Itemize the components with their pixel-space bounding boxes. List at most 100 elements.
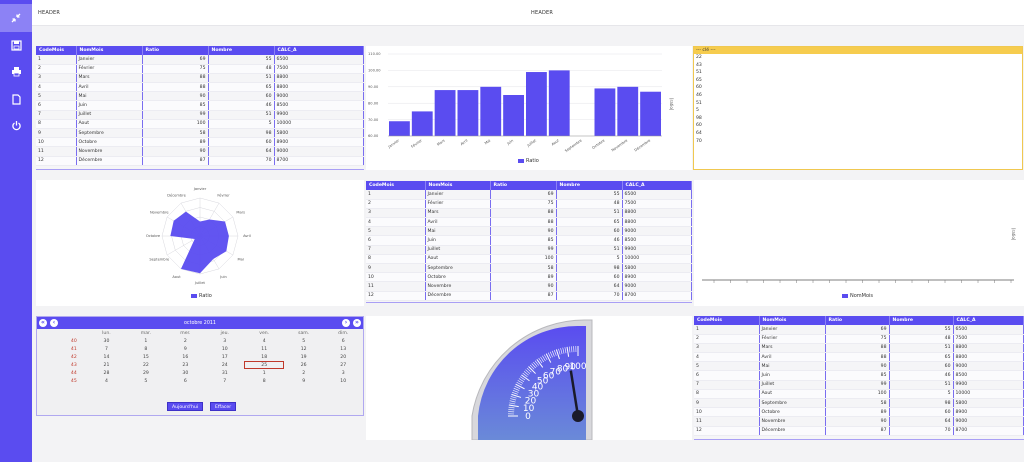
prev-year-button[interactable]: «	[39, 319, 47, 327]
calendar-day[interactable]: 7	[223, 378, 227, 384]
calendar-day[interactable]: 27	[340, 362, 347, 368]
clear-button[interactable]: Effacer	[210, 402, 237, 411]
table-row[interactable]: 3 Mars 88 51 8800	[694, 343, 1024, 354]
bar-chart-legend[interactable]: Ratio	[518, 158, 539, 164]
table-row[interactable]: 2 Février 75 48 7500	[366, 199, 692, 209]
column-header[interactable]: CodeMois	[694, 316, 760, 325]
column-header[interactable]: CALC_A	[953, 316, 1024, 325]
column-header[interactable]: Nombre	[208, 46, 275, 55]
table-row[interactable]: 8 Aout 100 5 10000	[36, 119, 364, 130]
calendar-day[interactable]: 8	[144, 346, 148, 352]
calendar-day[interactable]: 7	[104, 346, 108, 352]
table-row[interactable]: 6 Juin 85 46 8500	[694, 370, 1024, 381]
table-row[interactable]: 11 Novembre 90 64 9000	[694, 416, 1024, 427]
calendar-day[interactable]: 4	[104, 378, 108, 384]
calendar-day[interactable]: 2	[302, 370, 306, 376]
radar-chart-legend[interactable]: Ratio	[191, 293, 212, 299]
bar[interactable]	[480, 86, 502, 136]
list-header[interactable]: --- clé ---	[694, 47, 1022, 54]
calendar-day[interactable]: 13	[340, 346, 347, 352]
calendar-day[interactable]: 11	[261, 346, 268, 352]
table-row[interactable]: 2 Février 75 48 7500	[36, 64, 364, 74]
list-item[interactable]: 98	[696, 115, 702, 121]
calendar-day[interactable]: 30	[103, 338, 110, 344]
column-header[interactable]: CodeMois	[366, 181, 426, 190]
calendar-day[interactable]: 20	[340, 354, 347, 360]
calendar-day[interactable]: 24	[221, 362, 228, 368]
table-row[interactable]: 4 Avril 88 65 8800	[36, 82, 364, 93]
calendar-day[interactable]: 14	[103, 354, 110, 360]
bar[interactable]	[548, 70, 570, 136]
table-row[interactable]: 8 Aout 100 5 10000	[366, 254, 692, 265]
table-row[interactable]: 3 Mars 88 51 8800	[366, 208, 692, 219]
list-item[interactable]: 51	[696, 70, 702, 76]
calendar-day[interactable]: 17	[221, 354, 228, 360]
calendar-day[interactable]: 5	[144, 378, 148, 384]
bar[interactable]	[526, 72, 547, 136]
table-row[interactable]: 12 Décembre 87 70 8700	[36, 156, 364, 166]
calendar-day[interactable]: 10	[221, 346, 228, 352]
list-item[interactable]: 60	[696, 123, 702, 129]
table-row[interactable]: 1 Janvier 69 55 6500	[694, 325, 1024, 335]
calendar-day[interactable]: 6	[183, 378, 187, 384]
calendar-day[interactable]: 6	[341, 338, 345, 344]
list-item[interactable]: 22	[696, 55, 702, 60]
table-row[interactable]: 4 Avril 88 65 8800	[694, 352, 1024, 363]
bar[interactable]	[640, 91, 661, 136]
table-row[interactable]: 10 Octobre 89 60 8900	[366, 272, 692, 283]
calendar-day[interactable]: 30	[182, 370, 189, 376]
today-button[interactable]: Aujourd'hui	[167, 402, 204, 411]
calendar-day[interactable]: 1	[144, 338, 148, 344]
table-row[interactable]: 5 Mai 90 60 9000	[36, 91, 364, 102]
table-row[interactable]: 7 Juillet 99 51 9900	[694, 380, 1024, 390]
list-item[interactable]: 43	[696, 62, 702, 68]
calendar-day[interactable]: 3	[223, 338, 227, 344]
bar[interactable]	[411, 111, 433, 136]
table-row[interactable]: 12 Décembre 87 70 8700	[694, 426, 1024, 436]
table-row[interactable]: 12 Décembre 87 70 8700	[366, 291, 692, 301]
list-item[interactable]: 60	[696, 85, 702, 91]
column-header[interactable]: Nombre	[556, 181, 623, 190]
column-header[interactable]: Ratio	[825, 316, 890, 325]
list-item[interactable]: 5	[696, 108, 699, 114]
calendar-day[interactable]: 9	[183, 346, 187, 352]
table-row[interactable]: 7 Juillet 99 51 9900	[36, 110, 364, 120]
calendar-day[interactable]: 16	[182, 354, 189, 360]
table-row[interactable]: 6 Juin 85 46 8500	[366, 235, 692, 246]
table-row[interactable]: 11 Novembre 90 64 9000	[366, 281, 692, 292]
bar[interactable]	[434, 90, 456, 136]
calendar-day[interactable]: 22	[142, 362, 149, 368]
bar[interactable]	[617, 86, 639, 136]
bar[interactable]	[457, 90, 479, 136]
calendar-day[interactable]: 28	[103, 370, 110, 376]
shrink-button[interactable]	[0, 4, 32, 32]
next-month-button[interactable]: ›	[342, 319, 350, 327]
table-row[interactable]: 3 Mars 88 51 8800	[36, 73, 364, 84]
list-item[interactable]: 51	[696, 100, 702, 106]
table-row[interactable]: 9 Septembre 58 98 5800	[694, 398, 1024, 409]
document-button[interactable]	[0, 86, 32, 112]
calendar-title[interactable]: octobre 2011	[184, 320, 216, 326]
column-header[interactable]: NomMois	[425, 181, 491, 190]
save-button[interactable]	[0, 32, 32, 58]
bar[interactable]	[389, 121, 410, 136]
column-header[interactable]: Ratio	[142, 46, 209, 55]
radar-area[interactable]	[170, 211, 229, 274]
calendar-day[interactable]: 19	[300, 354, 307, 360]
calendar-day[interactable]: 25	[244, 361, 284, 369]
prev-month-button[interactable]: ‹	[50, 319, 58, 327]
table-row[interactable]: 8 Aout 100 5 10000	[694, 389, 1024, 400]
table-row[interactable]: 7 Juillet 99 51 9900	[366, 245, 692, 255]
column-header[interactable]: CALC_A	[622, 181, 692, 190]
calendar-day[interactable]: 4	[262, 338, 266, 344]
table-row[interactable]: 4 Avril 88 65 8800	[366, 217, 692, 228]
calendar-day[interactable]: 15	[142, 354, 149, 360]
list-item[interactable]: 46	[696, 92, 702, 98]
calendar-day[interactable]: 9	[302, 378, 306, 384]
calendar-day[interactable]: 3	[341, 370, 345, 376]
line-chart-legend[interactable]: NomMois	[842, 293, 873, 299]
table-row[interactable]: 10 Octobre 89 60 8900	[36, 137, 364, 148]
calendar-day[interactable]: 12	[300, 346, 307, 352]
column-header[interactable]: Ratio	[490, 181, 557, 190]
bar[interactable]	[594, 88, 616, 136]
